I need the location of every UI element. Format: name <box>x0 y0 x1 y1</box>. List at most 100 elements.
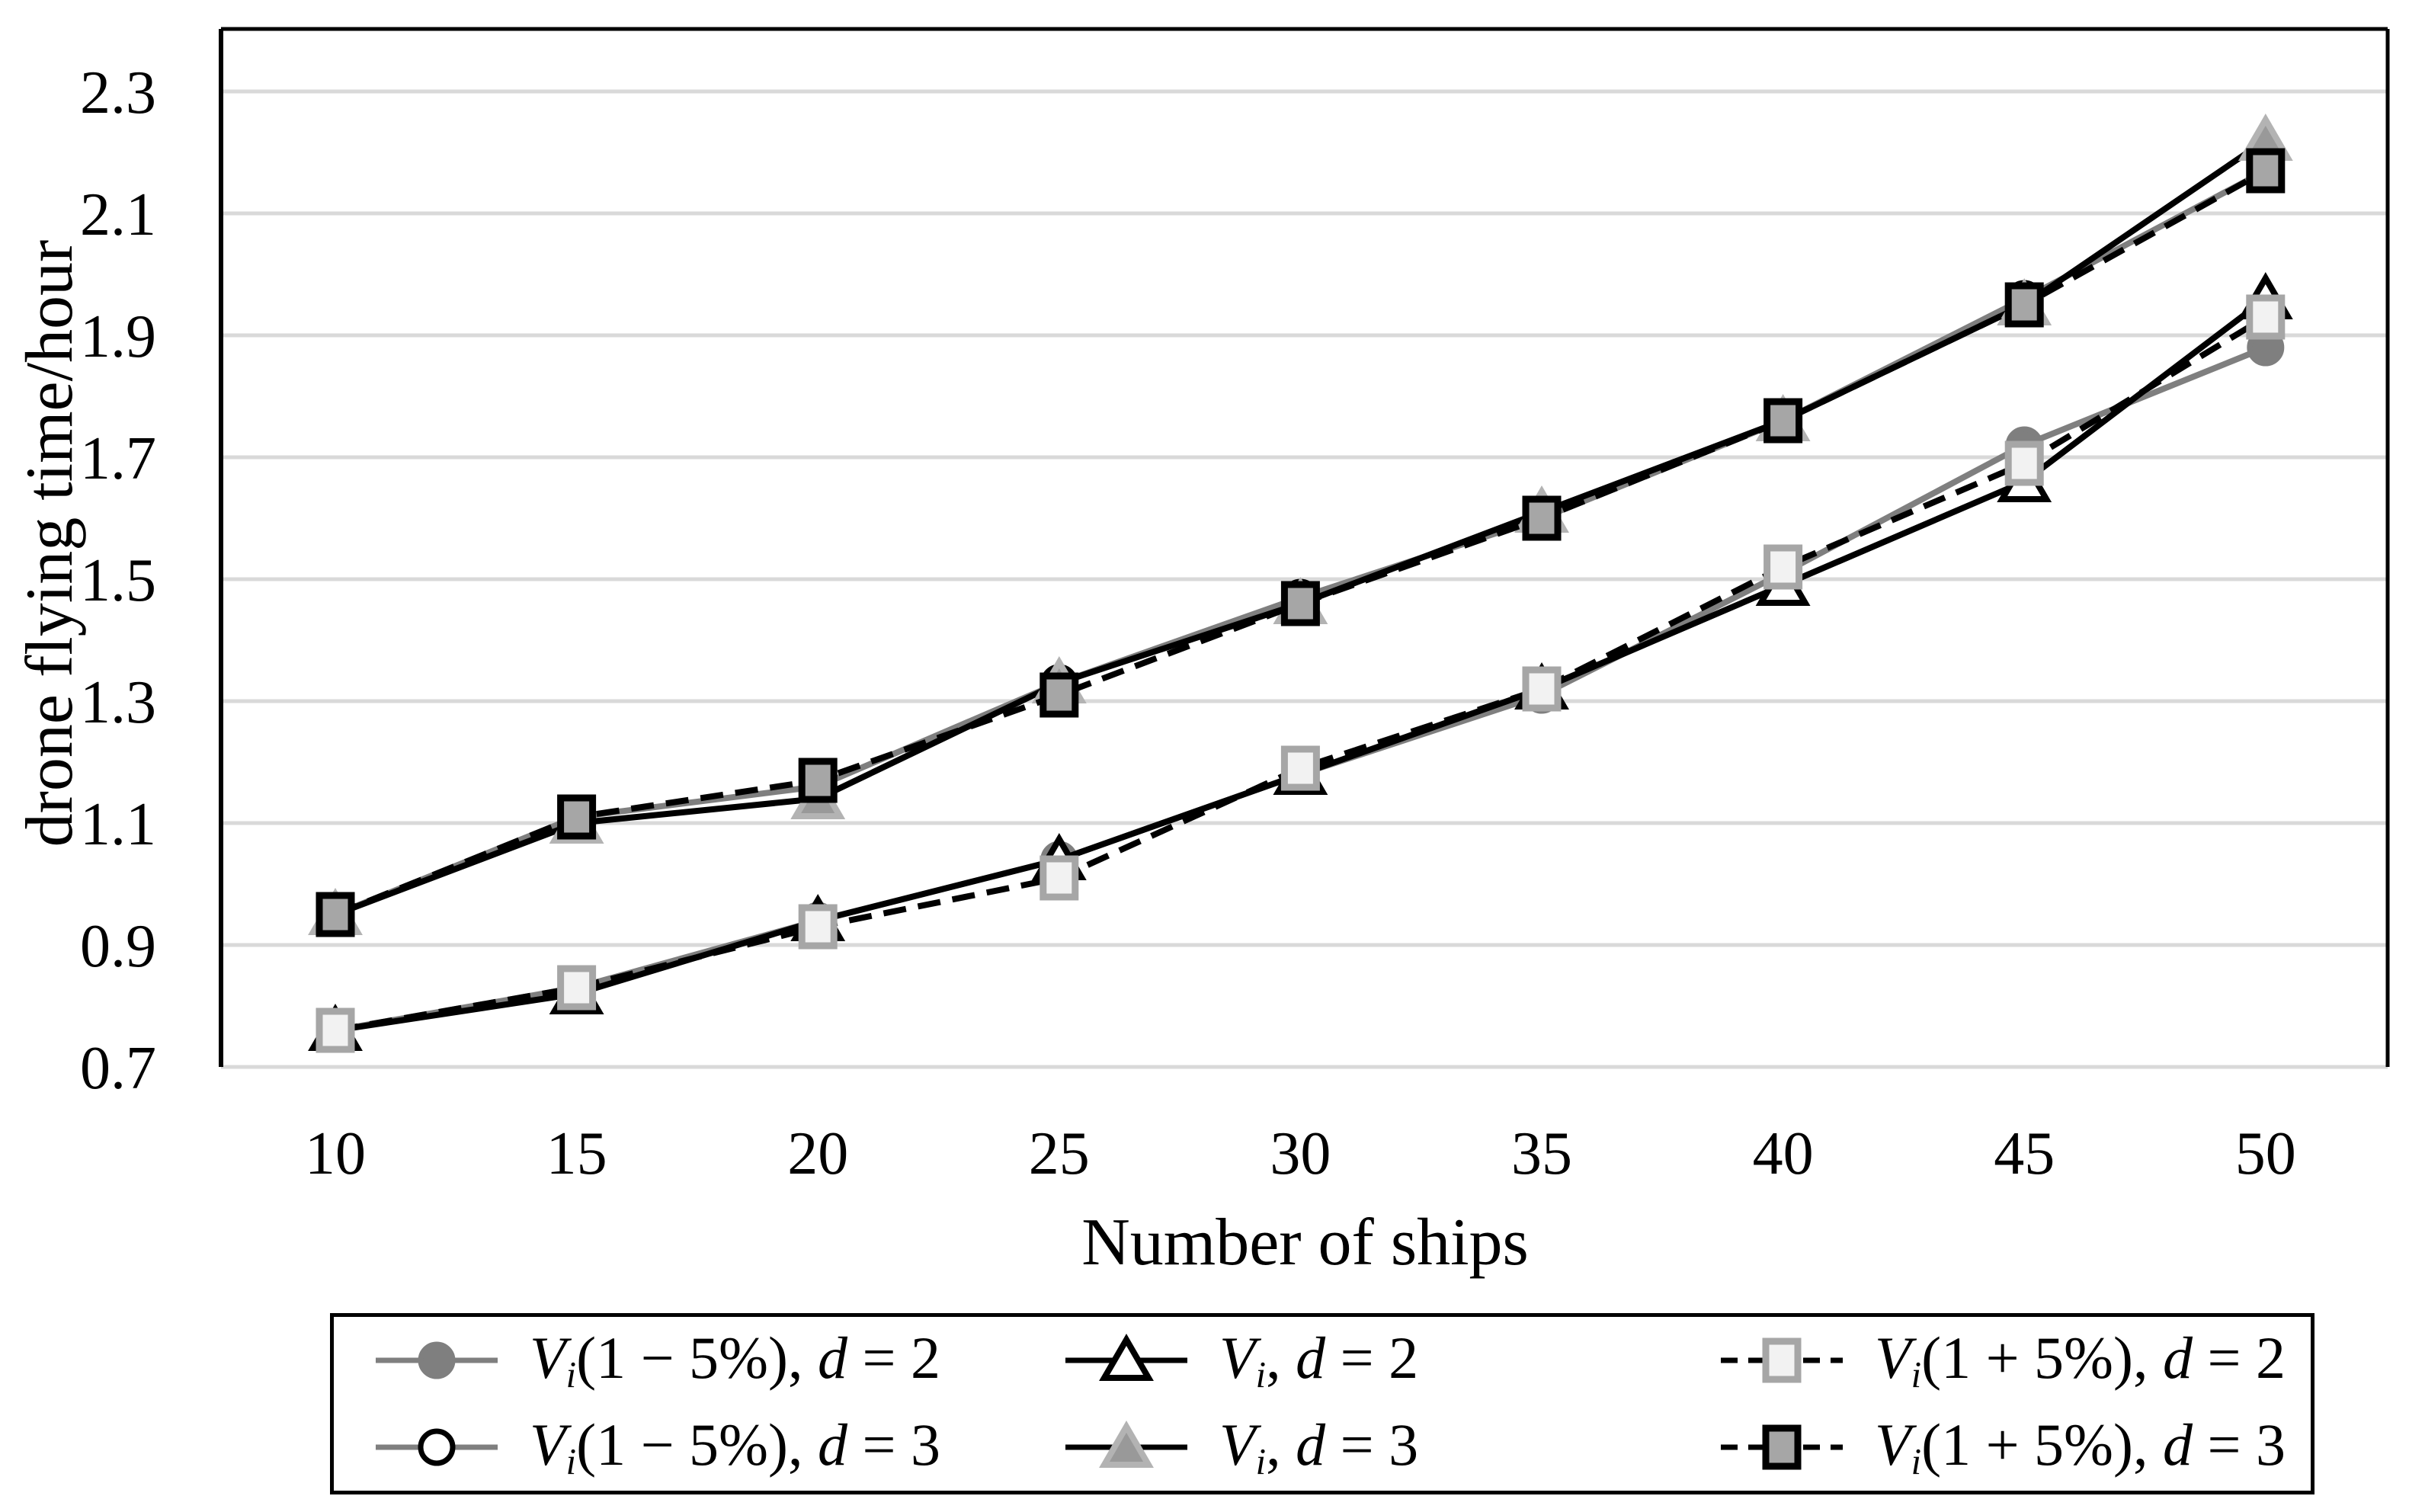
legend-markershape-triangle-open <box>1099 1334 1154 1381</box>
legend-markershape-circle-filled <box>418 1341 456 1379</box>
y-tick-0.9: 0.9 <box>80 913 156 980</box>
x-tick-45: 45 <box>1994 1120 2055 1187</box>
y-tick-0.7: 0.7 <box>80 1035 156 1102</box>
legend-label-segment: i <box>1911 1355 1922 1396</box>
series-line-Vi(1-5%), d=2 <box>335 344 2267 1033</box>
x-tick-20: 20 <box>787 1120 848 1187</box>
legend-marker-circle-filled <box>376 1341 498 1379</box>
y-tick-1.1: 1.1 <box>80 791 156 858</box>
legend-item-Vi, d=3: Vi, d = 3 <box>1065 1411 1721 1483</box>
marker-square-light-x25 <box>1040 855 1079 901</box>
marker-square-light-x10 <box>316 1007 355 1053</box>
legend-item-Vi, d=2: Vi, d = 2 <box>1065 1324 1721 1396</box>
legend-item-Vi(1-5%), d=2: Vi(1 − 5%), d = 2 <box>376 1324 1065 1396</box>
legend-label-segment: i <box>1255 1355 1267 1396</box>
legend-label-segment: (1 + 5%), <box>1921 1325 2164 1392</box>
marker-square-light-x35 <box>1522 666 1562 712</box>
legend-label-segment: = 3 <box>2193 1411 2286 1478</box>
legend-label-segment: (1 + 5%), <box>1921 1411 2164 1478</box>
x-tick-50: 50 <box>2235 1120 2296 1187</box>
series-line-Vi, d=3 <box>334 137 2268 918</box>
series-line-Vi, d=2 <box>335 296 2268 1033</box>
marker-square-dark-x45 <box>2004 282 2044 328</box>
legend-label-segment: = 2 <box>847 1325 941 1392</box>
legend-item-Vi(1+5%), d=3: Vi(1 + 5%), d = 3 <box>1721 1411 2311 1483</box>
marker-square-dark-x50 <box>2246 148 2286 194</box>
legend-item-Vi(1-5%), d=3: Vi(1 − 5%), d = 3 <box>376 1411 1065 1483</box>
legend-label-segment: , <box>1266 1325 1296 1392</box>
legend-marker-triangle-filled <box>1065 1421 1187 1468</box>
legend-label-segment: i <box>1255 1442 1267 1483</box>
legend-markershape-square-light <box>1762 1337 1802 1383</box>
legend-label-segment: d <box>818 1411 848 1478</box>
legend-label: Vi, d = 3 <box>1219 1411 1418 1483</box>
x-tick-25: 25 <box>1029 1120 1090 1187</box>
legend-label: Vi(1 − 5%), d = 3 <box>530 1411 940 1483</box>
legend-label-segment: V <box>1219 1325 1256 1392</box>
y-tick-2.1: 2.1 <box>80 181 156 248</box>
series-line-Vi(1+5%), d=2 <box>335 314 2267 1033</box>
legend: Vi(1 − 5%), d = 2 Vi(1 − 5%), d = 3 Vi, d … <box>330 1313 2314 1494</box>
legend-markershape-triangle-filled <box>1099 1421 1154 1468</box>
legend-label-segment: V <box>1219 1411 1256 1478</box>
legend-label-segment: = 3 <box>1325 1411 1419 1478</box>
marker-square-dark-x35 <box>1522 495 1562 541</box>
marker-square-light-x15 <box>557 965 597 1011</box>
y-tick-2.3: 2.3 <box>80 59 156 127</box>
legend-label: Vi(1 + 5%), d = 2 <box>1875 1324 2286 1396</box>
legend-label-segment: (1 − 5%), <box>576 1411 818 1478</box>
legend-label-segment: = 2 <box>1325 1325 1419 1392</box>
legend-label-segment: d <box>2163 1325 2193 1392</box>
legend-label-segment: V <box>1875 1411 1911 1478</box>
y-tick-1.9: 1.9 <box>80 303 156 370</box>
legend-label-segment: (1 − 5%), <box>576 1325 818 1392</box>
marker-square-dark-x40 <box>1764 398 1803 444</box>
marker-square-light-x50 <box>2246 294 2286 340</box>
x-tick-15: 15 <box>546 1120 607 1187</box>
legend-label: Vi(1 + 5%), d = 3 <box>1875 1411 2286 1483</box>
legend-marker-triangle-open <box>1065 1334 1187 1381</box>
legend-label-segment: d <box>2163 1411 2193 1478</box>
legend-markershape-circle-open <box>418 1428 456 1466</box>
y-tick-1.7: 1.7 <box>80 425 156 492</box>
legend-label-segment: d <box>1296 1325 1326 1392</box>
legend-marker-square-light <box>1721 1337 1843 1383</box>
line-chart: 0.7 0.9 1.1 1.3 1.5 1.7 1.9 2.1 2.3 10 15 20 25 30 35 4… <box>80 27 2390 1187</box>
marker-square-dark-x20 <box>798 758 838 803</box>
series-line-Vi(1-5%), d=3 <box>334 168 2267 918</box>
y-axis-title: drone flying time/hour <box>13 239 87 847</box>
marker-square-dark-x30 <box>1280 581 1320 626</box>
legend-markershape-square-dark <box>1762 1424 1802 1470</box>
legend-item-Vi(1+5%), d=2: Vi(1 + 5%), d = 2 <box>1721 1324 2311 1396</box>
series-line-Vi(1+5%), d=3 <box>334 168 2267 918</box>
x-tick-35: 35 <box>1511 1120 1572 1187</box>
marker-square-light-x30 <box>1280 745 1320 791</box>
legend-label-segment: = 3 <box>847 1411 941 1478</box>
legend-label-segment: = 2 <box>2193 1325 2286 1392</box>
marker-square-light-x40 <box>1764 544 1803 590</box>
x-tick-40: 40 <box>1753 1120 1814 1187</box>
marker-square-dark-x10 <box>316 892 355 937</box>
marker-square-light-x45 <box>2004 440 2044 486</box>
x-axis-title: Number of ships <box>1081 1206 1529 1280</box>
legend-marker-square-dark <box>1721 1424 1843 1470</box>
legend-label: Vi, d = 2 <box>1219 1324 1418 1396</box>
legend-label-segment: d <box>1296 1411 1326 1478</box>
x-tick-30: 30 <box>1270 1120 1331 1187</box>
marker-square-light-x20 <box>798 904 838 950</box>
legend-label-segment: i <box>565 1355 577 1396</box>
y-tick-1.3: 1.3 <box>80 669 156 736</box>
y-tick-1.5: 1.5 <box>80 547 156 614</box>
legend-label: Vi(1 − 5%), d = 2 <box>530 1324 940 1396</box>
legend-label-segment: , <box>1266 1411 1296 1478</box>
legend-label-segment: d <box>818 1325 848 1392</box>
x-tick-10: 10 <box>305 1120 366 1187</box>
legend-label-segment: i <box>565 1442 577 1483</box>
marker-square-dark-x15 <box>557 794 597 840</box>
marker-square-dark-x25 <box>1040 672 1079 718</box>
legend-label-segment: i <box>1911 1442 1922 1483</box>
legend-label-segment: V <box>530 1411 566 1478</box>
legend-label-segment: V <box>1875 1325 1911 1392</box>
legend-marker-circle-open <box>376 1428 498 1466</box>
